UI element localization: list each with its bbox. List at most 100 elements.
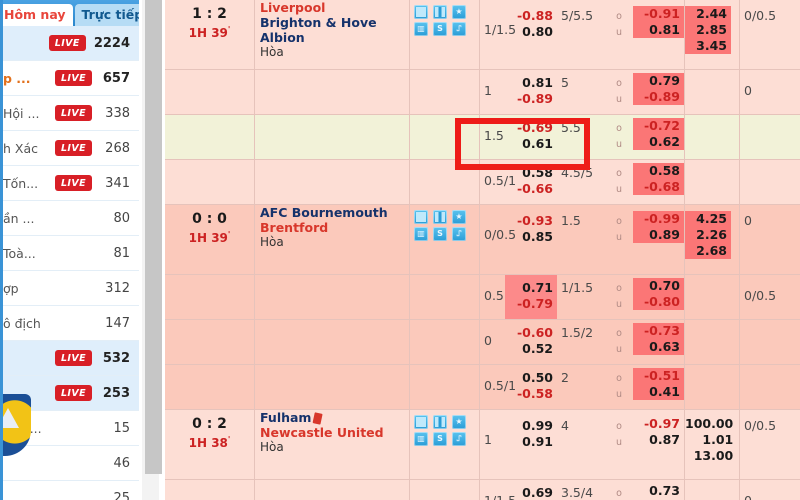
handicap-odds-cell[interactable]: 0.71 -0.79 [505,275,557,319]
onextwo-cell[interactable]: 4.25 2.26 2.68 [685,205,740,274]
stats-icon[interactable]: ▥ [414,432,428,446]
overunder-odds-cell[interactable]: 0.79 -0.89 [633,70,685,114]
s-icon[interactable]: S [433,22,447,36]
onextwo-cell[interactable] [685,70,740,114]
corner-line-cell[interactable] [740,320,800,364]
handicap-line-cell[interactable]: 1 [480,70,505,114]
away-team-name[interactable]: Brighton & Hove Albion [260,15,377,45]
home-team-name[interactable]: Liverpool [260,0,326,15]
handicap-line-cell[interactable]: 0.5 [480,275,505,319]
sidebar-item-0[interactable]: LIVE 2224 [3,26,139,61]
corner-line-cell[interactable] [740,115,800,159]
overunder-odds-cell[interactable]: 0.58 -0.68 [633,160,685,204]
stats-icon[interactable]: ▥ [414,22,428,36]
handicap-odds-cell[interactable]: 0.58 -0.66 [505,160,557,204]
sidebar-item-6[interactable]: Toà... 81 [3,236,139,271]
overunder-line-cell[interactable]: 1/1.5 [557,275,605,319]
stats-icon[interactable]: ▥ [414,227,428,241]
onextwo-cell[interactable] [685,275,740,319]
sidebar-item-5[interactable]: ần ... 80 [3,201,139,236]
overunder-odds-cell[interactable]: -0.97 0.87 [633,410,685,479]
s-icon[interactable]: S [433,432,447,446]
sidebar-item-3[interactable]: h Xác LIVE 268 [3,131,139,166]
overunder-line-cell[interactable]: 5 [557,70,605,114]
handicap-line-cell[interactable]: 0 [480,320,505,364]
tab-live[interactable]: Trực tiếp [74,4,139,26]
tv-icon[interactable] [414,5,428,19]
corner-line-cell[interactable]: 0 [740,70,800,114]
overunder-line-cell[interactable]: 2 [557,365,605,409]
home-team-name[interactable]: Fulham [255,410,409,425]
overunder-line-cell[interactable]: 5.5 [557,115,605,159]
handicap-odds-cell[interactable]: -0.60 0.52 [505,320,557,364]
handicap-odds-cell[interactable]: 0.99 0.91 [505,410,557,479]
sidebar-item-7[interactable]: ợp 312 [3,271,139,306]
handicap-odds-cell[interactable]: 0.50 -0.58 [505,365,557,409]
onextwo-cell[interactable] [685,365,740,409]
sidebar-item-8[interactable]: ô địch 147 [3,306,139,341]
s-icon[interactable]: S [433,227,447,241]
tv-icon[interactable] [414,415,428,429]
handicap-odds-cell[interactable]: 0.69-0.79 [505,480,557,500]
onextwo-cell[interactable]: 2.44 2.85 3.45 [685,0,740,69]
pitch-icon[interactable] [433,5,447,19]
corner-line-cell[interactable] [740,365,800,409]
home-team-name[interactable]: AFC Bournemouth [260,205,388,220]
onextwo-cell[interactable]: 100.00 1.01 13.00 [685,410,740,479]
corner-line-cell[interactable]: 0/0.5 [740,0,800,69]
away-team-name[interactable]: Newcastle United [260,425,384,440]
pitch-icon[interactable] [433,210,447,224]
overunder-odds-cell[interactable]: 0.73-0.83 [633,480,685,500]
corner-line-cell[interactable] [740,160,800,204]
overunder-odds-cell[interactable]: -0.91 0.81 [633,0,685,69]
sidebar-item-13[interactable]: 25 [3,481,139,500]
onextwo-cell[interactable] [685,320,740,364]
overunder-odds-cell[interactable]: -0.99 0.89 [633,205,685,274]
handicap-line-cell[interactable]: 1/1.5 [480,480,516,500]
handicap-odds-cell[interactable]: 0.81 -0.89 [505,70,557,114]
handicap-line-cell[interactable]: 1 [480,410,505,479]
handicap-line-cell[interactable]: 1/1.5 [480,0,516,69]
overunder-line-cell[interactable]: 3.5/4 [557,480,605,500]
overunder-line-cell[interactable]: 5/5.5 [557,0,605,69]
sidebar-item-2[interactable]: Hội ... LIVE 338 [3,96,139,131]
handicap-line-cell[interactable]: 0/0.5 [480,205,516,274]
lineup-icon[interactable]: ⑀ [452,432,466,446]
overunder-line-cell[interactable]: 1.5 [557,205,605,274]
star-icon[interactable]: ★ [452,415,466,429]
sidebar-item-12[interactable]: 46 [3,446,139,481]
overunder-odds-cell[interactable]: -0.73 0.63 [633,320,685,364]
handicap-odds-cell[interactable]: -0.88 0.80 [505,0,557,69]
pitch-icon[interactable] [433,415,447,429]
scrollbar-track[interactable] [142,0,162,500]
corner-line-cell[interactable]: 0 [740,205,800,274]
onextwo-cell[interactable] [685,480,740,500]
tab-today[interactable]: Hôm nay [3,4,73,26]
handicap-odds-cell[interactable]: -0.69 0.61 [505,115,557,159]
overunder-line-cell[interactable]: 4 [557,410,605,479]
handicap-odds-cell[interactable]: -0.93 0.85 [505,205,557,274]
handicap-line-cell[interactable]: 0.5/1 [480,160,516,204]
corner-line-cell[interactable]: 0/0.5 [740,410,800,479]
lineup-icon[interactable]: ⑀ [452,227,466,241]
star-icon[interactable]: ★ [452,5,466,19]
away-team-name[interactable]: Brentford [260,220,329,235]
onextwo-cell[interactable] [685,115,740,159]
overunder-odds-cell[interactable]: -0.51 0.41 [633,365,685,409]
sidebar-item-1[interactable]: p ... LIVE 657 [3,61,139,96]
sidebar-item-9[interactable]: LIVE 532 [3,341,139,376]
tv-icon[interactable] [414,210,428,224]
corner-line-cell[interactable]: 0/0.5 [740,275,800,319]
handicap-line-cell[interactable]: 0.5/1 [480,365,516,409]
overunder-line-cell[interactable]: 1.5/2 [557,320,605,364]
lineup-icon[interactable]: ⑀ [452,22,466,36]
scrollbar-thumb[interactable] [145,0,162,474]
overunder-odds-cell[interactable]: -0.72 0.62 [633,115,685,159]
handicap-line-cell[interactable]: 1.5 [480,115,505,159]
overunder-odds-cell[interactable]: 0.70 -0.80 [633,275,685,319]
onextwo-cell[interactable] [685,160,740,204]
corner-line-cell[interactable]: 0 [740,480,800,500]
sidebar-item-4[interactable]: Tốn... LIVE 341 [3,166,139,201]
overunder-line-cell[interactable]: 4.5/5 [557,160,605,204]
star-icon[interactable]: ★ [452,210,466,224]
